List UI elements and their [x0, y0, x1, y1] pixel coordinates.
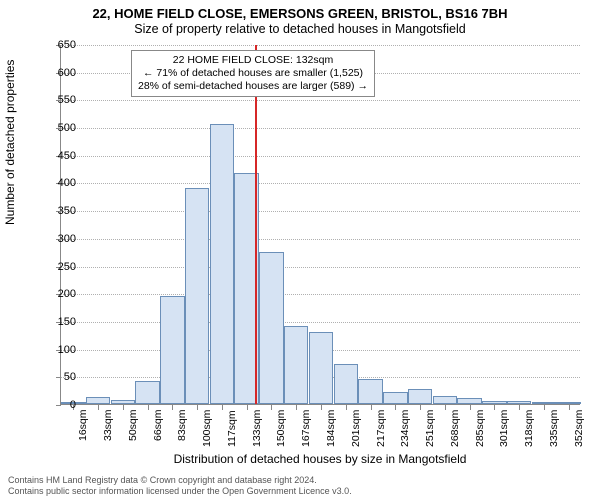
xtick-label: 117sqm — [226, 410, 238, 447]
ytick-label: 600 — [40, 67, 76, 79]
chart-title-1: 22, HOME FIELD CLOSE, EMERSONS GREEN, BR… — [0, 6, 600, 21]
gridline — [61, 183, 580, 184]
histogram-bar — [334, 364, 358, 404]
histogram-bar — [457, 398, 481, 404]
xtick-mark — [321, 405, 322, 410]
histogram-bar — [532, 402, 556, 404]
xtick-label: 184sqm — [325, 410, 337, 447]
plot-area: 16sqm33sqm50sqm66sqm83sqm100sqm117sqm133… — [60, 45, 580, 405]
annotation-line-3: 28% of semi-detached houses are larger (… — [138, 80, 368, 93]
xtick-mark — [271, 405, 272, 410]
xtick-label: 16sqm — [77, 409, 89, 441]
xtick-mark — [148, 405, 149, 410]
xtick-mark — [569, 405, 570, 410]
xtick-mark — [371, 405, 372, 410]
gridline — [61, 45, 580, 46]
ytick-label: 100 — [40, 344, 76, 356]
ytick-label: 650 — [40, 39, 76, 51]
ytick-label: 550 — [40, 94, 76, 106]
ytick-label: 0 — [40, 399, 76, 411]
histogram-bar — [507, 401, 531, 404]
xtick-label: 201sqm — [350, 410, 362, 447]
gridline — [61, 294, 580, 295]
xtick-mark — [296, 405, 297, 410]
ytick-label: 400 — [40, 177, 76, 189]
x-axis-label: Distribution of detached houses by size … — [60, 452, 580, 466]
annotation-line-2: ← 71% of detached houses are smaller (1,… — [138, 67, 368, 80]
xtick-label: 83sqm — [176, 409, 188, 441]
xtick-mark — [420, 405, 421, 410]
footer-line-2: Contains public sector information licen… — [8, 486, 352, 496]
ytick-label: 450 — [40, 150, 76, 162]
reference-line — [255, 45, 257, 404]
xtick-label: 133sqm — [251, 410, 263, 447]
xtick-mark — [395, 405, 396, 410]
xtick-mark — [494, 405, 495, 410]
ytick-label: 250 — [40, 261, 76, 273]
histogram-bar — [482, 401, 506, 404]
histogram-bar — [111, 400, 135, 404]
ytick-label: 500 — [40, 122, 76, 134]
xtick-label: 352sqm — [573, 410, 585, 447]
xtick-label: 66sqm — [152, 409, 164, 441]
chart-container: 22, HOME FIELD CLOSE, EMERSONS GREEN, BR… — [0, 0, 600, 500]
xtick-label: 234sqm — [399, 410, 411, 447]
histogram-bar — [433, 396, 457, 404]
xtick-label: 285sqm — [474, 410, 486, 447]
xtick-label: 318sqm — [523, 410, 535, 447]
histogram-bar — [86, 397, 110, 404]
gridline — [61, 128, 580, 129]
footer-line-1: Contains HM Land Registry data © Crown c… — [8, 475, 352, 485]
xtick-mark — [222, 405, 223, 410]
xtick-label: 268sqm — [449, 410, 461, 447]
annotation-box: 22 HOME FIELD CLOSE: 132sqm← 71% of deta… — [131, 50, 375, 97]
histogram-bar — [309, 332, 333, 404]
gridline — [61, 211, 580, 212]
annotation-line-1: 22 HOME FIELD CLOSE: 132sqm — [138, 54, 368, 67]
histogram-bar — [383, 392, 407, 404]
xtick-mark — [519, 405, 520, 410]
xtick-label: 217sqm — [375, 410, 387, 447]
xtick-label: 50sqm — [127, 409, 139, 441]
xtick-mark — [172, 405, 173, 410]
gridline — [61, 239, 580, 240]
histogram-bar — [284, 326, 308, 404]
xtick-label: 167sqm — [300, 410, 312, 447]
histogram-bar — [210, 124, 234, 404]
xtick-mark — [123, 405, 124, 410]
xtick-label: 150sqm — [275, 410, 287, 447]
ytick-label: 300 — [40, 233, 76, 245]
ytick-label: 200 — [40, 288, 76, 300]
y-axis-label: Number of detached properties — [3, 60, 17, 225]
xtick-mark — [544, 405, 545, 410]
xtick-mark — [470, 405, 471, 410]
xtick-label: 251sqm — [424, 410, 436, 447]
histogram-bar — [135, 381, 159, 404]
histogram-bar — [358, 379, 382, 404]
xtick-mark — [98, 405, 99, 410]
xtick-label: 100sqm — [201, 410, 213, 447]
histogram-bar — [160, 296, 184, 404]
ytick-label: 150 — [40, 316, 76, 328]
xtick-label: 33sqm — [102, 409, 114, 441]
xtick-mark — [346, 405, 347, 410]
histogram-bar — [556, 402, 580, 404]
gridline — [61, 100, 580, 101]
histogram-bar — [185, 188, 209, 404]
gridline — [61, 156, 580, 157]
ytick-label: 350 — [40, 205, 76, 217]
gridline — [61, 267, 580, 268]
xtick-label: 301sqm — [498, 410, 510, 447]
gridline — [61, 322, 580, 323]
footer-attribution: Contains HM Land Registry data © Crown c… — [8, 475, 352, 496]
xtick-mark — [247, 405, 248, 410]
chart-title-2: Size of property relative to detached ho… — [0, 22, 600, 36]
histogram-bar — [259, 252, 283, 404]
ytick-label: 50 — [40, 371, 76, 383]
xtick-label: 335sqm — [548, 410, 560, 447]
histogram-bar — [408, 389, 432, 405]
xtick-mark — [197, 405, 198, 410]
xtick-mark — [445, 405, 446, 410]
